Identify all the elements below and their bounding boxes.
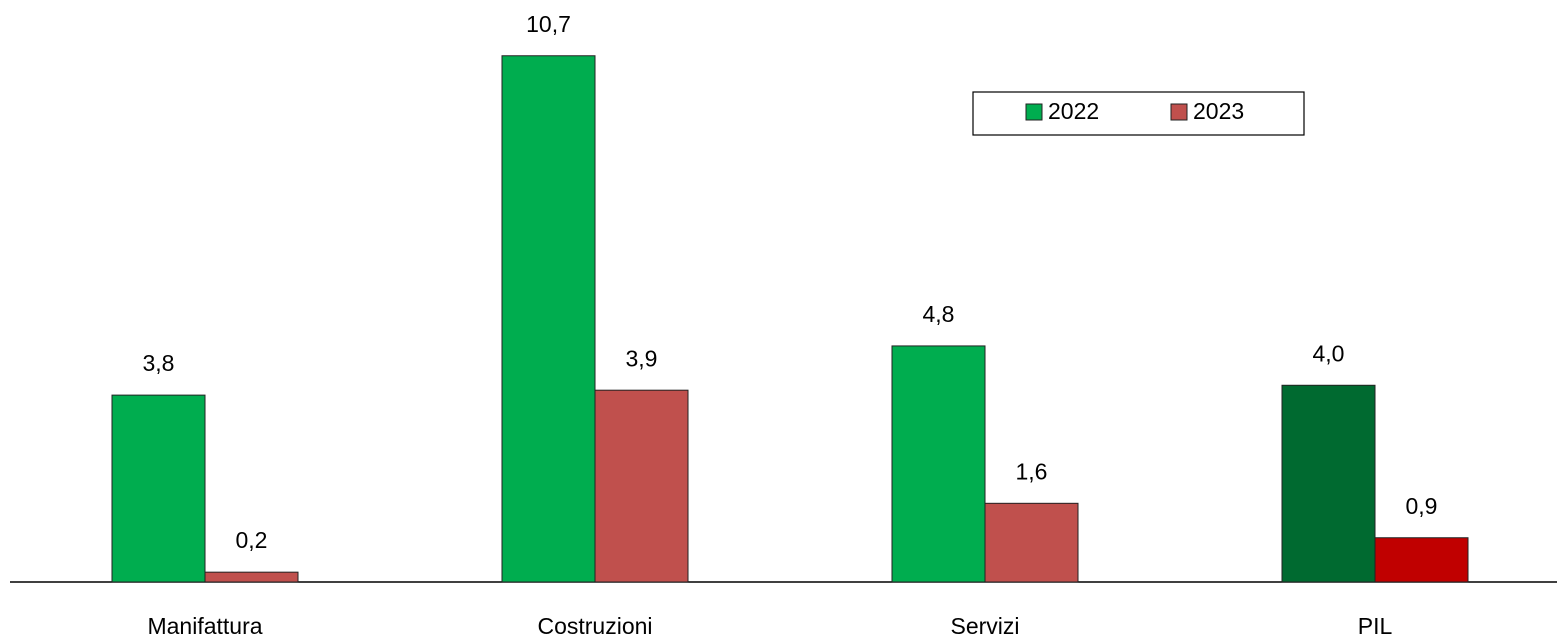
value-label: 3,8 (143, 350, 175, 376)
bar (111, 394, 206, 583)
bar (594, 389, 689, 583)
value-label: 4,8 (923, 301, 955, 327)
bar (891, 345, 986, 583)
value-label: 4,0 (1313, 340, 1345, 366)
legend-box (972, 91, 1305, 136)
x-tick-label: Costruzioni (537, 613, 652, 639)
x-tick-label: Manifattura (147, 613, 262, 639)
legend-label: 2023 (1193, 98, 1244, 124)
value-label: 1,6 (1016, 458, 1048, 484)
legend-label: 2022 (1048, 98, 1099, 124)
bar (501, 55, 596, 583)
x-tick-label: Servizi (950, 613, 1019, 639)
value-label: 3,9 (626, 345, 658, 371)
bar (1374, 537, 1469, 583)
value-label: 0,9 (1406, 493, 1438, 519)
bar (204, 571, 299, 583)
legend-swatch (1170, 103, 1188, 121)
value-label: 10,7 (526, 11, 571, 37)
x-tick-label: PIL (1358, 613, 1393, 639)
bar (984, 502, 1079, 583)
bar (1281, 384, 1376, 583)
value-label: 0,2 (236, 527, 268, 553)
legend-swatch (1025, 103, 1043, 121)
